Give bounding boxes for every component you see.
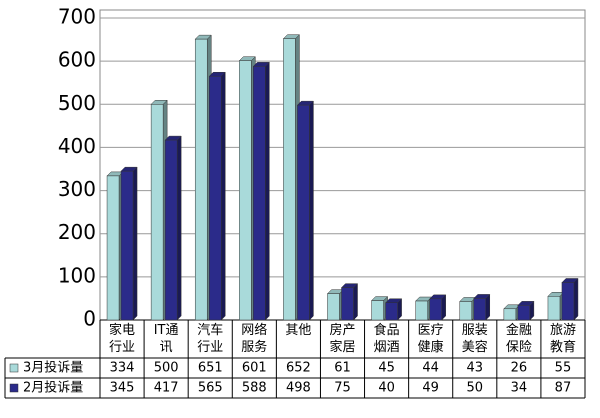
table-value: 334 (110, 361, 135, 376)
x-tick-label: 家电 行业 (109, 323, 136, 355)
bar (371, 300, 384, 321)
bar-side (132, 166, 138, 321)
table-value: 87 (555, 381, 572, 396)
bar (429, 298, 442, 321)
table-value: 345 (110, 381, 135, 396)
table-value: 417 (154, 381, 179, 396)
table-value: 34 (511, 381, 528, 396)
x-tick-label: 汽车 行业 (197, 323, 224, 355)
bar (239, 60, 252, 321)
x-tick-label: 医疗 健康 (417, 323, 444, 355)
table-value: 50 (466, 381, 483, 396)
table-value: 26 (511, 361, 528, 376)
x-tick-label: 网络 服务 (241, 323, 268, 355)
table-value: 500 (154, 361, 179, 376)
bar (561, 282, 575, 321)
y-tick-label: 200 (58, 220, 96, 244)
table-value: 652 (286, 361, 311, 376)
bar (120, 170, 134, 321)
bar-side (176, 135, 182, 321)
bar (297, 104, 310, 321)
table-value: 61 (334, 361, 351, 376)
table-value: 498 (286, 381, 311, 396)
y-tick-label: 300 (58, 177, 96, 201)
table-value: 44 (422, 361, 439, 376)
y-tick-label: 400 (58, 134, 96, 158)
x-tick-label: IT通 讯 (153, 323, 179, 355)
bar-side (573, 277, 579, 321)
bar (459, 301, 473, 321)
bar (547, 296, 561, 321)
bar (517, 305, 531, 321)
legend-key (9, 383, 19, 393)
table-value: 43 (466, 361, 483, 376)
legend-label: 2月投诉量 (23, 380, 83, 396)
x-tick-label: 其他 (285, 323, 312, 338)
bar (194, 38, 208, 321)
bar (106, 175, 120, 321)
table-value: 40 (378, 381, 395, 396)
table-value: 651 (198, 361, 223, 376)
x-tick-label: 服装 美容 (461, 323, 488, 355)
y-tick-label: 0 (83, 307, 96, 331)
bar-side (441, 294, 446, 321)
table-value: 565 (198, 381, 223, 396)
bar (415, 300, 428, 321)
table-value: 601 (242, 361, 267, 376)
table-value: 588 (242, 381, 267, 396)
y-tick-label: 700 (58, 5, 96, 29)
legend-label: 3月投诉量 (23, 360, 83, 376)
bar-side (485, 293, 491, 321)
bar (327, 293, 340, 321)
y-tick-label: 500 (58, 91, 96, 115)
bar-side (309, 100, 314, 321)
x-tick-label: 食品 烟酒 (373, 323, 400, 355)
x-tick-label: 金融 保险 (505, 323, 532, 355)
table-value: 45 (378, 361, 395, 376)
x-tick-label: 旅游 教育 (549, 323, 576, 355)
bar (253, 66, 266, 321)
table-value: 75 (334, 381, 351, 396)
bar-side (353, 283, 358, 321)
bar (150, 104, 164, 321)
bar (208, 75, 222, 321)
x-tick-label: 房产 家居 (329, 323, 356, 355)
y-tick-label: 600 (58, 48, 96, 72)
legend-key (9, 363, 19, 373)
bar (385, 302, 398, 321)
bar (283, 38, 296, 321)
bar-side (220, 71, 226, 321)
bar-side (265, 61, 270, 321)
bar (164, 139, 178, 321)
bar (341, 287, 354, 321)
y-tick-label: 100 (58, 263, 96, 287)
table-value: 55 (555, 361, 572, 376)
bar (473, 298, 487, 321)
bar (503, 308, 517, 321)
table-value: 49 (422, 381, 439, 396)
